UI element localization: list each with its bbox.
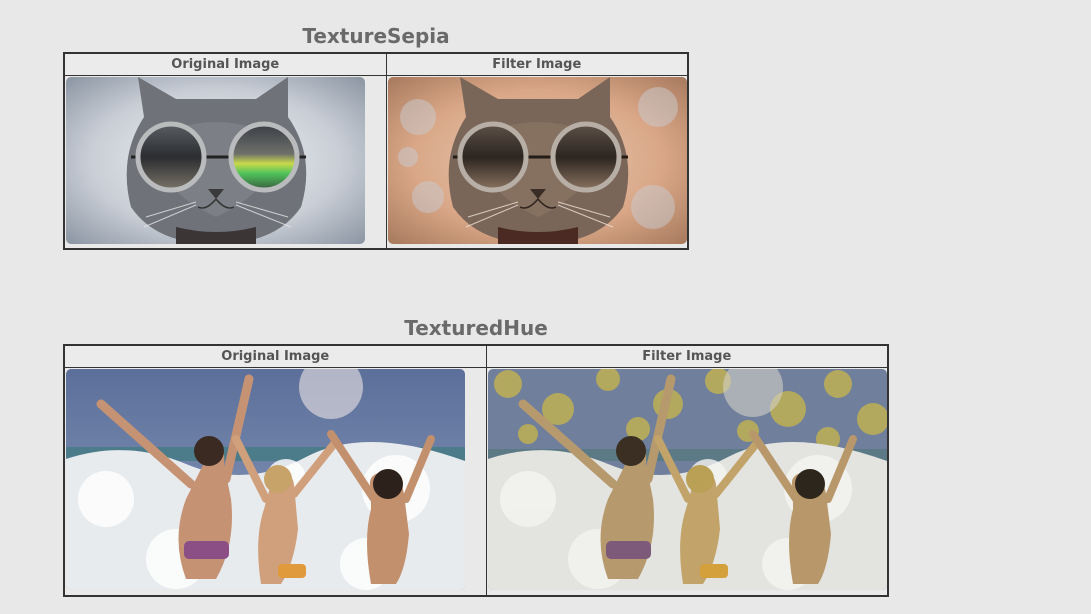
section-title: TextureSepia: [302, 24, 450, 48]
ocean-original-image: [66, 369, 465, 590]
section-title: TexturedHue: [404, 316, 548, 340]
column-header-original: Original Image: [63, 344, 487, 368]
ocean-filter-image: [487, 369, 887, 590]
texture-sepia-section: TextureSepia Original Image Filter Image: [63, 22, 689, 252]
comparison-table: Original Image Filter Image: [63, 52, 689, 250]
filter-image-cell: [485, 367, 889, 597]
column-header-filter: Filter Image: [385, 52, 689, 76]
cat-original-image: [66, 77, 365, 244]
column-header-original: Original Image: [63, 52, 387, 76]
textured-hue-section: TexturedHue Original Image Filter Image: [63, 313, 889, 599]
cat-filter-image: [387, 77, 687, 244]
original-image-cell: [63, 367, 487, 597]
comparison-table: Original Image Filter Image: [63, 344, 889, 597]
column-header-filter: Filter Image: [485, 344, 889, 368]
original-image-cell: [63, 75, 387, 250]
filter-image-cell: [385, 75, 689, 250]
